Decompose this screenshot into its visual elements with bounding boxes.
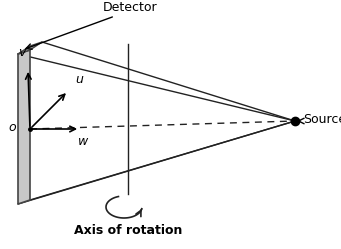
Text: w: w [78, 135, 88, 148]
Polygon shape [18, 50, 30, 204]
Polygon shape [18, 42, 42, 54]
Text: Source: Source [303, 113, 341, 125]
Text: Axis of rotation: Axis of rotation [74, 224, 182, 237]
Text: v: v [18, 46, 26, 59]
Text: o: o [9, 121, 16, 133]
Text: Detector: Detector [103, 1, 157, 14]
Text: u: u [75, 73, 83, 86]
